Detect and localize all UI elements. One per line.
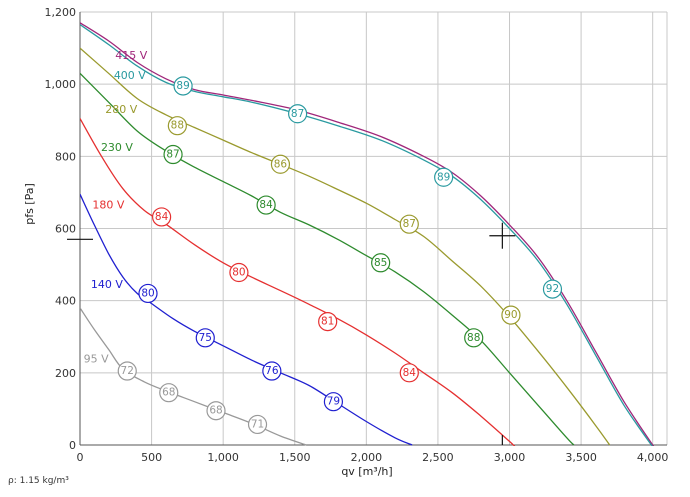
efficiency-marker [318, 311, 338, 332]
efficiency-marker-label: 88 [171, 120, 184, 132]
x-tick-label: 1,500 [279, 451, 311, 464]
efficiency-marker-label: 80 [141, 287, 154, 299]
efficiency-marker-label: 75 [199, 332, 212, 344]
x-tick-label: 1,000 [207, 451, 239, 464]
efficiency-marker-label: 80 [232, 267, 245, 279]
efficiency-marker [173, 76, 193, 96]
efficiency-marker-label: 87 [291, 108, 304, 120]
efficiency-marker-label: 90 [504, 309, 517, 321]
efficiency-marker [206, 401, 226, 421]
x-tick-label: 3,500 [565, 451, 597, 464]
series-label: 280 V [105, 103, 137, 116]
efficiency-markers: 89 87 89 92 88 86 87 90 87 84 85 88 84 80 81 84 80 75 76 79… [117, 76, 563, 435]
efficiency-marker [117, 361, 137, 381]
y-tick-label: 800 [55, 150, 76, 163]
efficiency-marker [464, 328, 484, 348]
series-line [80, 72, 575, 446]
series-label: 140 V [91, 278, 123, 291]
efficiency-marker-label: 86 [274, 158, 288, 170]
efficiency-marker-label: 76 [265, 365, 279, 377]
x-tick-label: 2,000 [351, 451, 383, 464]
efficiency-marker-label: 84 [259, 199, 273, 211]
axes: 0 500 1,000 1,500 2,000 2,500 3,000 3,500 4,000 0… [45, 6, 669, 464]
efficiency-marker [159, 383, 179, 403]
efficiency-marker [247, 414, 268, 435]
efficiency-marker-label: 89 [437, 171, 450, 183]
x-tick-label: 4,000 [637, 451, 669, 464]
x-tick-label: 500 [141, 451, 162, 464]
efficiency-marker [542, 279, 563, 299]
efficiency-marker-label: 72 [121, 365, 134, 377]
efficiency-marker [167, 116, 187, 136]
x-tick-label: 0 [77, 451, 84, 464]
efficiency-marker-label: 79 [327, 396, 340, 408]
efficiency-marker [229, 262, 249, 283]
efficiency-marker [256, 195, 276, 215]
x-axis-label: qv [m³/h] [341, 465, 392, 478]
series-label: 230 V [101, 141, 133, 154]
efficiency-marker [434, 167, 454, 187]
efficiency-marker-label: 88 [467, 332, 480, 344]
efficiency-marker [399, 363, 419, 383]
grid [80, 11, 668, 445]
x-tick-label: 2,500 [422, 451, 454, 464]
efficiency-marker [195, 328, 215, 348]
efficiency-marker-label: 68 [209, 405, 222, 417]
y-tick-label: 1,200 [45, 6, 77, 19]
series-line [80, 24, 653, 446]
efficiency-marker-label: 71 [251, 418, 264, 430]
efficiency-marker-label: 87 [403, 218, 416, 230]
efficiency-marker-label: 85 [374, 257, 387, 269]
y-tick-label: 0 [69, 439, 76, 452]
series-label: 180 V [92, 199, 124, 212]
y-tick-label: 1,000 [45, 78, 77, 91]
y-tick-label: 400 [55, 295, 76, 308]
series-labels: 415 V 400 V 280 V 230 V 180 V 140 V 95 V [84, 49, 148, 366]
series-label: 95 V [84, 353, 109, 366]
series-line [80, 118, 516, 446]
efficiency-marker-label: 84 [155, 211, 169, 223]
series-line [80, 193, 413, 446]
x-tick-label: 3,000 [494, 451, 526, 464]
efficiency-marker-label: 84 [403, 367, 417, 379]
efficiency-marker [138, 283, 158, 304]
density-footnote: ρ: 1.15 kg/m³ [8, 476, 69, 486]
efficiency-marker [270, 154, 291, 174]
y-axis-label: pfs [Pa] [23, 183, 36, 225]
y-tick-label: 600 [55, 223, 76, 236]
efficiency-marker-label: 87 [166, 149, 179, 161]
efficiency-marker-label: 89 [176, 80, 189, 92]
series-line [80, 47, 611, 446]
efficiency-marker-label: 81 [321, 316, 334, 328]
efficiency-marker [288, 104, 308, 124]
series-label: 400 V [114, 69, 146, 82]
efficiency-marker [399, 214, 419, 234]
efficiency-marker [262, 361, 282, 381]
efficiency-marker-label: 68 [162, 387, 175, 399]
efficiency-marker-label: 92 [546, 283, 559, 295]
efficiency-marker [371, 253, 391, 273]
efficiency-marker [323, 392, 344, 412]
y-tick-label: 200 [55, 367, 76, 380]
efficiency-marker [152, 207, 172, 227]
efficiency-marker [163, 144, 183, 165]
crosshairs [67, 222, 516, 445]
efficiency-marker [501, 305, 521, 325]
series-label: 415 V [115, 49, 147, 62]
series-line [80, 22, 655, 446]
